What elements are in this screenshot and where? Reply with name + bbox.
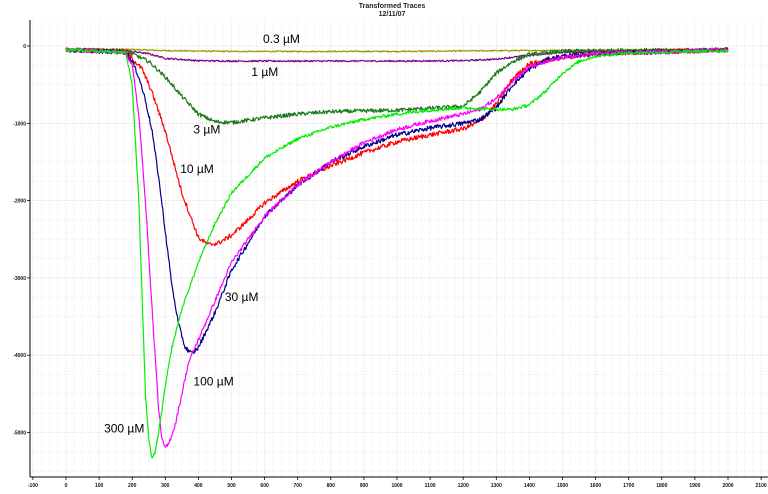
x-tick-label: 1400 xyxy=(524,483,535,489)
concentration-label: 10 µM xyxy=(180,162,214,176)
x-tick-label: 1200 xyxy=(458,483,469,489)
x-tick-label: 100 xyxy=(95,483,104,489)
x-tick-label: 1600 xyxy=(590,483,601,489)
x-tick-label: 400 xyxy=(194,483,203,489)
series-line-6 xyxy=(65,48,729,459)
x-tick-label: 800 xyxy=(327,483,336,489)
concentration-label: 100 µM xyxy=(193,374,233,388)
y-tick-label: -1000 xyxy=(13,121,26,127)
series-line-5 xyxy=(65,47,729,448)
concentration-label: 3 µM xyxy=(193,122,220,136)
x-tick-label: 1700 xyxy=(623,483,634,489)
x-tick-label: 1000 xyxy=(391,483,402,489)
x-tick-label: 2100 xyxy=(756,483,767,489)
annotations: 0.3 µM 1 µM 3 µM 10 µM 30 µM 100 µM 300 µM xyxy=(104,32,300,436)
y-tick-label: 0 xyxy=(23,44,26,50)
axis-ticks: -100 0 100 200 300 400 500 600 700 800 900 1000 1100… xyxy=(13,44,767,489)
x-tick-label: 1800 xyxy=(656,483,667,489)
concentration-label: 300 µM xyxy=(104,422,144,436)
x-tick-label: 300 xyxy=(161,483,170,489)
x-tick-label: 600 xyxy=(260,483,269,489)
concentration-label: 0.3 µM xyxy=(263,32,300,46)
x-tick-label: 1100 xyxy=(425,483,436,489)
x-tick-label: 1900 xyxy=(689,483,700,489)
x-tick-label: 900 xyxy=(360,483,369,489)
concentration-label: 1 µM xyxy=(251,65,278,79)
y-tick-label: -4000 xyxy=(13,353,26,359)
series-line-2 xyxy=(65,47,729,125)
x-tick-label: 1300 xyxy=(491,483,502,489)
series-lines xyxy=(65,47,729,459)
y-tick-label: -3000 xyxy=(13,276,26,282)
y-tick-label: -2000 xyxy=(13,199,26,205)
x-tick-label: 500 xyxy=(227,483,236,489)
y-tick-label: -5000 xyxy=(13,431,26,437)
concentration-label: 30 µM xyxy=(225,290,259,304)
x-tick-label: 2000 xyxy=(722,483,733,489)
x-tick-label: 700 xyxy=(294,483,303,489)
chart-title: Transformed Traces xyxy=(359,3,426,10)
x-tick-label: -100 xyxy=(28,483,38,489)
x-tick-label: 200 xyxy=(128,483,137,489)
chart-subtitle: 12/11/07 xyxy=(379,11,406,18)
x-tick-label: 1500 xyxy=(557,483,568,489)
x-tick-label: 0 xyxy=(65,483,68,489)
